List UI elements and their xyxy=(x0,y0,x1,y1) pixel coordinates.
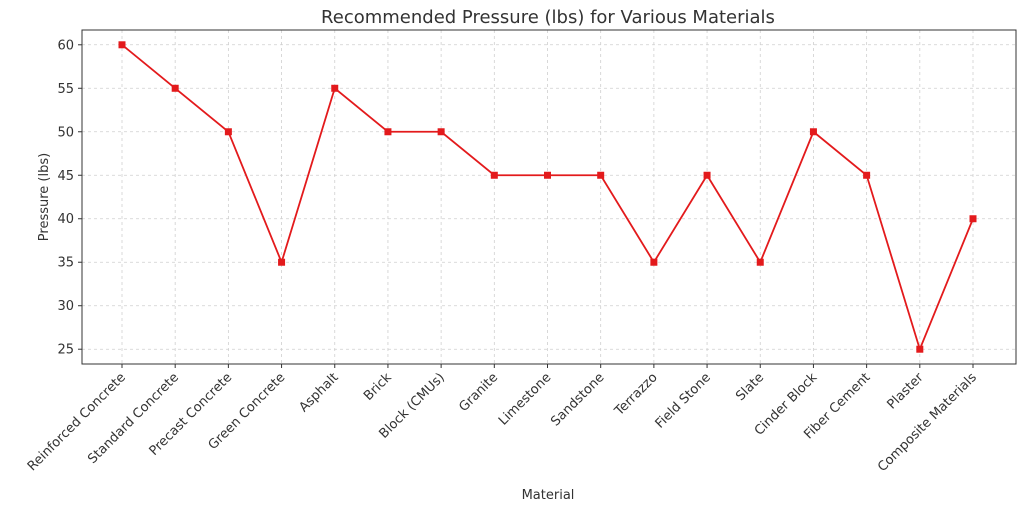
x-tick-label: Slate xyxy=(733,370,767,404)
data-point xyxy=(384,128,392,136)
data-point xyxy=(650,258,658,266)
x-tick-label: Asphalt xyxy=(296,370,341,415)
y-tick-label: 55 xyxy=(57,82,74,97)
y-tick-label: 25 xyxy=(57,343,74,358)
data-point xyxy=(703,171,711,179)
data-point xyxy=(863,171,871,179)
y-tick-label: 35 xyxy=(57,256,74,271)
x-axis-label: Material xyxy=(522,488,575,503)
x-tick-label: Granite xyxy=(456,370,501,415)
data-point xyxy=(809,128,817,136)
y-tick-label: 30 xyxy=(57,299,74,314)
data-point xyxy=(437,128,445,136)
plot-area-border xyxy=(81,29,1017,365)
data-point xyxy=(544,171,551,179)
y-axis-ticks: 25 30 35 40 45 50 55 60 xyxy=(57,38,82,358)
y-tick-label: 60 xyxy=(57,38,74,53)
data-point xyxy=(224,128,232,136)
data-point xyxy=(171,84,179,92)
y-tick-label: 40 xyxy=(57,212,74,227)
x-tick-label: Standard Concrete xyxy=(85,370,182,467)
x-tick-label: Brick xyxy=(361,370,395,404)
x-tick-label: Reinforced Concrete xyxy=(25,370,129,474)
data-point xyxy=(597,171,605,179)
data-point xyxy=(916,345,924,353)
data-point xyxy=(278,258,286,266)
y-tick-label: 50 xyxy=(57,125,74,140)
x-tick-label: Limestone xyxy=(496,370,554,428)
data-point xyxy=(490,171,498,179)
x-tick-label: Field Stone xyxy=(653,370,714,431)
chart-title: Recommended Pressure (lbs) for Various M… xyxy=(321,7,775,28)
grid xyxy=(82,30,1016,364)
series xyxy=(118,41,977,353)
x-tick-label: Composite Materials xyxy=(875,370,980,475)
y-axis-label: Pressure (lbs) xyxy=(37,153,52,241)
x-tick-label: Terrazzo xyxy=(611,370,660,419)
data-point xyxy=(969,215,977,223)
x-tick-label: Plaster xyxy=(884,370,927,413)
data-point xyxy=(118,41,126,49)
x-tick-label: Sandstone xyxy=(548,370,607,429)
data-point xyxy=(756,258,764,266)
data-point xyxy=(331,84,339,92)
y-tick-label: 45 xyxy=(57,169,74,184)
